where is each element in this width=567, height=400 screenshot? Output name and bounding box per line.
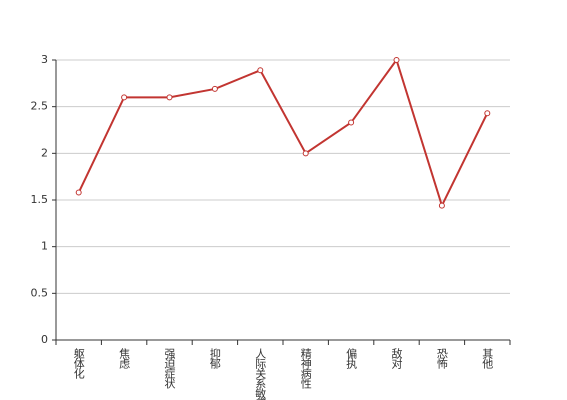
x-tick-label: 强迫症状 (163, 348, 176, 389)
x-tick-label: 躯体化 (72, 348, 85, 380)
x-tick-label: 抑郁 (208, 347, 221, 369)
point (257, 67, 264, 74)
x-tick-label: 人际关系敏感 (254, 348, 267, 400)
point (484, 110, 491, 117)
point (166, 94, 173, 101)
point (211, 85, 218, 92)
x-tick-label: 偏执 (345, 347, 358, 370)
point (302, 150, 309, 157)
y-tick-label: 3 (41, 53, 48, 66)
y-tick-label: 0 (41, 333, 48, 346)
x-tick-label: 精神病性 (299, 348, 312, 390)
y-tick-label: 2 (41, 146, 48, 159)
y-tick-label: 0.5 (31, 286, 49, 299)
point (438, 202, 445, 209)
point (121, 94, 128, 101)
x-tick-label: 其他 (481, 348, 494, 369)
point (75, 189, 82, 196)
line (77, 57, 489, 209)
y-tick-label: 1 (41, 240, 48, 253)
y-tick-label: 2.5 (31, 100, 49, 113)
x-tick-label: 焦虑 (118, 348, 131, 369)
point (348, 119, 355, 126)
x-tick-label: 敌对 (390, 347, 403, 369)
point (393, 57, 400, 63)
y-tick-label: 1.5 (31, 193, 49, 206)
x-tick-label: 恐怖 (435, 348, 448, 369)
